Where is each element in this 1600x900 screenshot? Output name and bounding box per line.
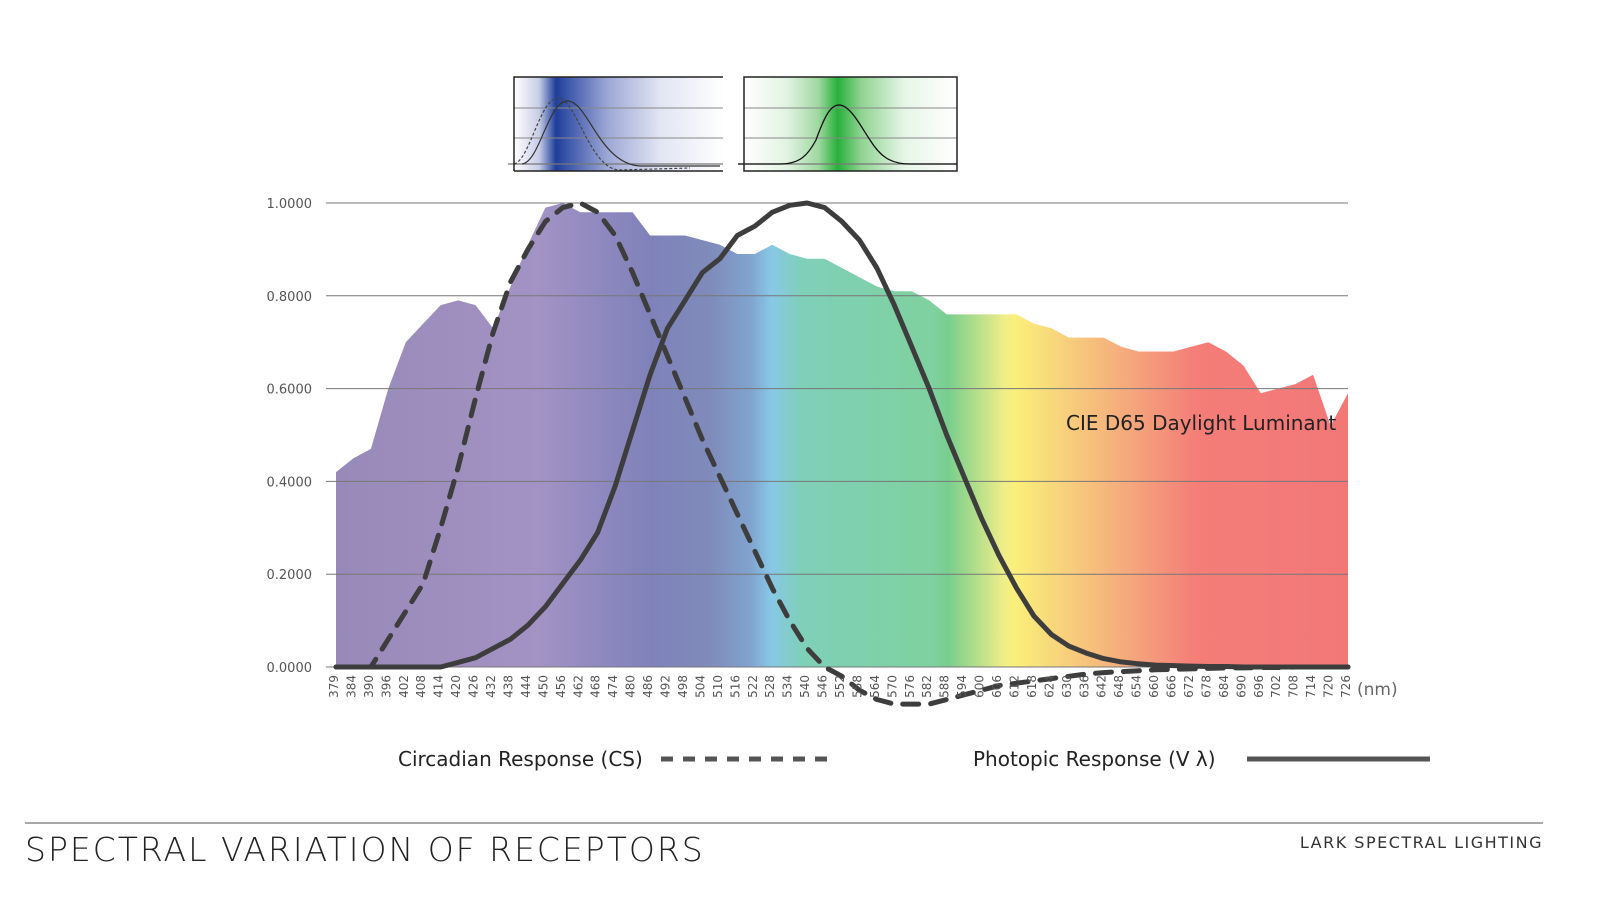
x-tick-label: 420 [449,675,463,698]
x-tick-label: 702 [1269,675,1283,698]
x-tick-label: 546 [816,675,830,698]
x-tick-label: 438 [502,675,516,698]
x-tick-label: 408 [414,675,428,698]
x-tick-label: 714 [1304,675,1318,698]
inset-circadian-curve [513,97,691,171]
x-tick-label: 660 [1147,675,1161,698]
x-tick-label: 402 [397,675,411,698]
plot-area: 0.0000 0.2000 0.4000 0.6000 0.8000 1.0000 379… [267,197,1353,707]
luminant-area [336,203,1348,667]
x-tick-label: 468 [589,675,603,698]
x-tick-label: 480 [624,675,638,698]
inset-frame [513,76,723,172]
inset-photopic-curve [521,100,720,167]
green-receptor-inset [738,76,958,172]
y-tick-label: 1.0000 [267,197,313,212]
x-tick-label: 504 [693,675,707,698]
y-tick-label: 0.8000 [267,290,313,305]
x-axis-unit-label: (nm) [1357,680,1398,700]
x-tick-label: 396 [379,675,393,698]
x-tick-label: 648 [1112,675,1126,698]
x-tick-label: 642 [1095,675,1109,698]
x-tick-label: 720 [1322,675,1336,698]
y-tick-label: 0.6000 [267,383,313,398]
x-tick-label: 379 [327,675,341,698]
y-tick-label: 0.2000 [267,568,313,583]
x-tick-label: 390 [362,675,376,698]
x-tick-label: 540 [798,675,812,698]
x-tick-label: 552 [833,675,847,698]
x-tick-label: 510 [711,675,725,698]
x-tick-label: 600 [973,675,987,698]
x-tick-label: 456 [554,675,568,698]
x-tick-label: 624 [1042,675,1056,698]
x-tick-label: 516 [728,675,742,698]
circadian-response-line [333,200,1351,707]
x-tick-label: 684 [1217,675,1231,698]
x-tick-label: 612 [1008,675,1022,698]
x-tick-label: 474 [606,675,620,698]
footer-divider [25,822,1543,824]
legend-photopic-label: Photopic Response (V λ) [973,747,1216,771]
x-tick-label: 678 [1199,675,1213,698]
x-tick-label: 462 [571,675,585,698]
x-tick-label: 582 [920,675,934,698]
x-tick-label: 594 [955,675,969,698]
brand-label: LARK SPECTRAL LIGHTING [1299,833,1543,852]
photopic-response-line [333,200,1351,670]
x-tick-label: 606 [990,675,1004,698]
y-tick-label: 0.4000 [267,475,313,490]
x-tick-label: 414 [432,675,446,698]
x-tick-label: 588 [938,675,952,698]
x-tick-label: 576 [903,675,917,698]
x-tick-label: 450 [536,675,550,698]
y-tick-label: 0.0000 [267,661,313,676]
inset-frame [743,76,958,172]
x-tick-label: 384 [344,675,358,698]
x-tick-label: 570 [885,675,899,698]
x-tick-label: 522 [746,675,760,698]
x-tick-label: 690 [1234,675,1248,698]
x-tick-label: 534 [781,675,795,698]
x-tick-label: 618 [1025,675,1039,698]
x-tick-label: 726 [1339,675,1353,698]
inset-photopic-curve [738,104,957,165]
blue-band [514,77,723,171]
x-tick-label: 486 [641,675,655,698]
x-tick-label: 426 [467,675,481,698]
x-tick-label: 492 [659,675,673,698]
x-tick-label: 432 [484,675,498,698]
x-tick-label: 636 [1077,675,1091,698]
x-tick-label: 708 [1287,675,1301,698]
x-tick-label: 558 [850,675,864,698]
x-tick-label: 654 [1130,675,1144,698]
page-title: SPECTRAL VARIATION OF RECEPTORS [25,830,705,869]
x-tick-label: 564 [868,675,882,698]
x-tick-label: 444 [519,675,533,698]
blue-receptor-inset [508,76,723,172]
luminant-annotation: CIE D65 Daylight Luminant [1066,411,1336,435]
green-band [744,77,957,171]
legend: Circadian Response (CS) Photopic Respons… [398,747,1430,771]
x-tick-label: 498 [676,675,690,698]
x-tick-label: 666 [1165,675,1179,698]
x-tick-label: 630 [1060,675,1074,698]
x-tick-label: 528 [763,675,777,698]
x-tick-label: 696 [1252,675,1266,698]
x-tick-label: 672 [1182,675,1196,698]
legend-circadian-label: Circadian Response (CS) [398,747,643,771]
